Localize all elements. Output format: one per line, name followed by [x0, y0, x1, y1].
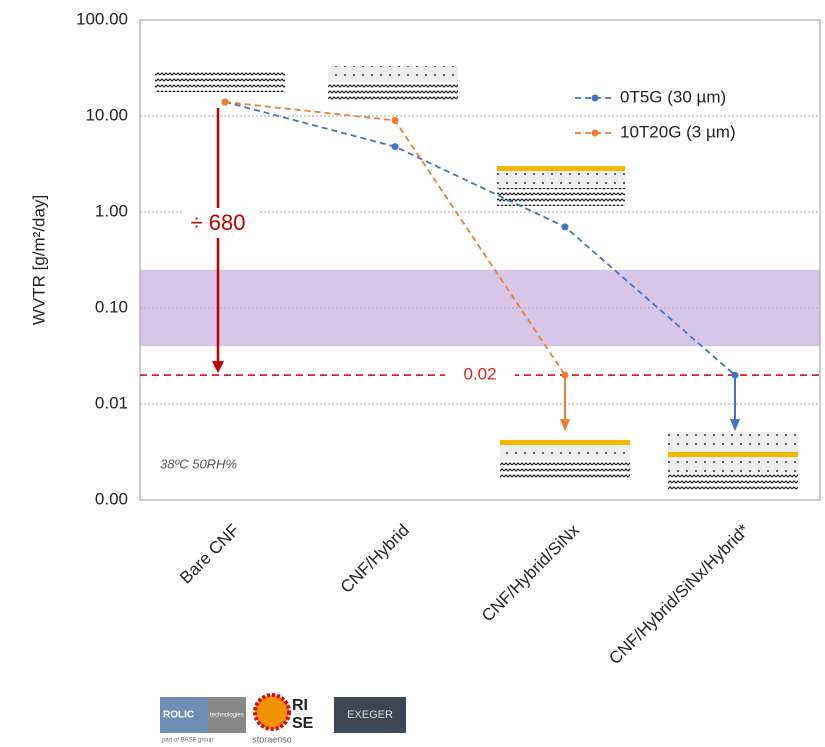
- chart: ROLIC technologies part of BASF group st…: [0, 0, 825, 747]
- x-tick-label: CNF/Hybrid/SiNx/Hybrid*: [605, 520, 753, 668]
- legend-marker: [592, 95, 599, 102]
- point: [392, 117, 399, 124]
- logo-text: technologies: [210, 713, 244, 719]
- y-tick-label: 0.00: [95, 489, 128, 508]
- point: [562, 223, 569, 230]
- x-tick-label: CNF/Hybrid/SiNx: [478, 520, 583, 625]
- point: [392, 143, 399, 150]
- legend-label: 0T5G (30 µm): [620, 87, 726, 106]
- legend-marker: [592, 130, 599, 137]
- y-tick-label: 10.00: [85, 105, 128, 124]
- arrow-head: [560, 419, 570, 431]
- arrow-head: [212, 361, 224, 373]
- logo-text: storaenso: [252, 734, 292, 744]
- logo-text: part of BASF group: [162, 738, 214, 744]
- logo-text: EXEGER: [347, 709, 393, 721]
- y-tick-label: 100.00: [76, 9, 128, 28]
- logos: ROLIC technologies part of BASF group st…: [160, 695, 406, 744]
- point: [562, 372, 569, 379]
- legend-label: 10T20G (3 µm): [620, 122, 736, 141]
- x-tick-label: Bare CNF: [176, 521, 243, 588]
- logo-text: RI: [292, 697, 308, 714]
- point: [222, 98, 229, 105]
- logo-text: SE: [292, 715, 314, 732]
- y-tick-label: 1.00: [95, 201, 128, 220]
- reduction-label: ÷ 680: [191, 210, 246, 235]
- logo-text: ROLIC: [163, 710, 194, 721]
- y-tick-label: 0.01: [95, 393, 128, 412]
- condition-label: 38ºC 50RH%: [160, 456, 237, 471]
- x-tick-label: CNF/Hybrid: [337, 521, 413, 597]
- y-tick-label: 0.10: [95, 297, 128, 316]
- y-axis-title: WVTR [g/m²/day]: [29, 195, 48, 325]
- arrow-head: [730, 419, 740, 431]
- point: [732, 372, 739, 379]
- threshold-label: 0.02: [463, 365, 496, 384]
